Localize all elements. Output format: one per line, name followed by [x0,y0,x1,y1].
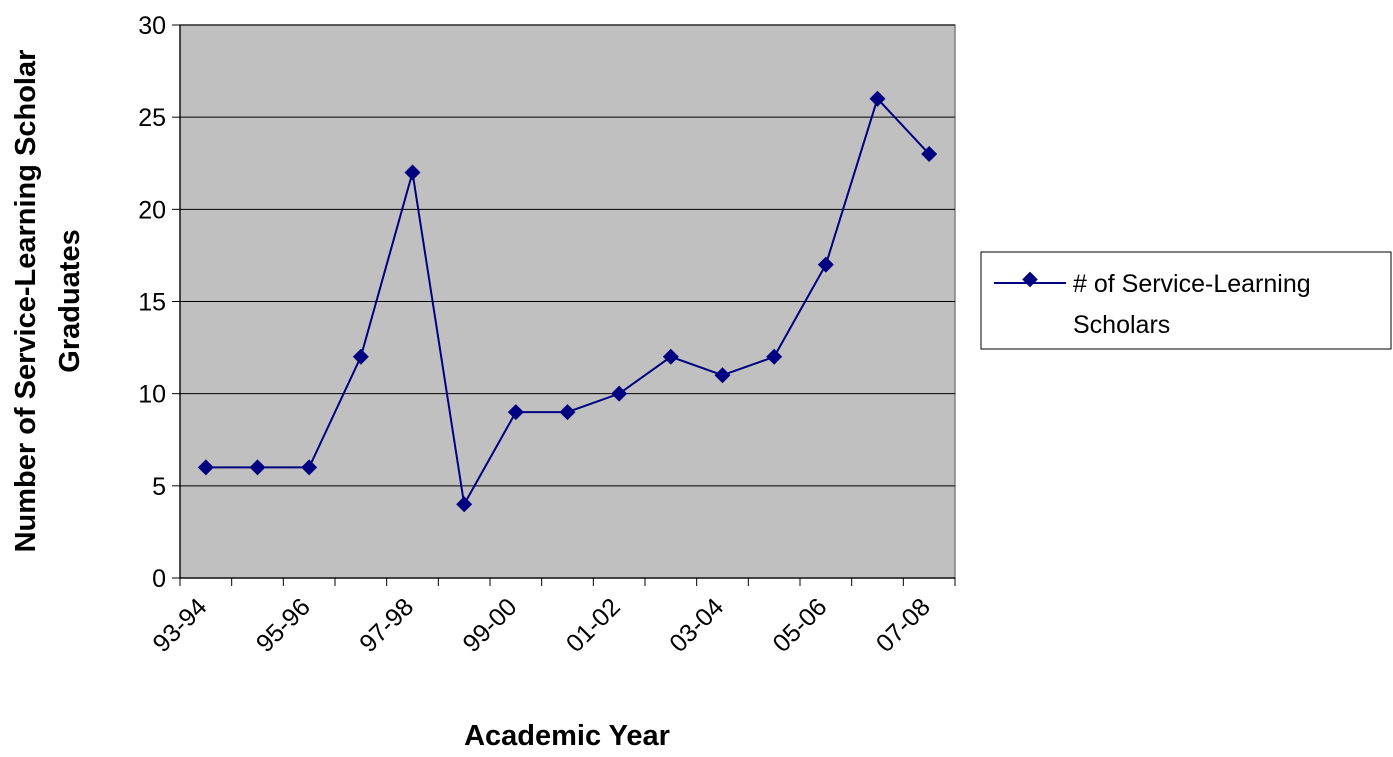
y-tick-label: 10 [138,381,166,409]
legend-label-line-1: # of Service-Learning [1073,270,1311,298]
data-point [301,459,318,476]
x-tick-label: 93-94 [147,593,212,658]
series-layer [197,90,938,513]
x-tick-label: 95-96 [251,593,316,658]
legend-box [980,251,1392,350]
y-axis-title-line-2: Graduates [54,229,86,372]
y-tick-label: 0 [152,565,166,593]
data-point [714,367,731,384]
y-tick-label: 25 [138,104,166,132]
data-point [559,404,576,421]
x-tick-label: 97-98 [354,593,419,658]
data-point [766,348,783,365]
data-point [869,90,886,107]
y-axis-ticks: 0 5 10 15 20 25 30 [138,12,180,593]
data-point [352,348,369,365]
data-point [197,459,214,476]
y-axis-title-line-1: Number of Service-Learning Scholar [10,50,42,553]
y-tick-label: 5 [152,473,166,501]
y-tick-label: 15 [138,289,166,317]
data-point [507,404,524,421]
x-tick-label: 05-06 [767,593,832,658]
data-point [249,459,266,476]
x-axis-ticks: 93-94 95-96 97-98 99-00 01-02 03-04 05-06 07-08 [147,578,956,658]
x-tick-label: 03-04 [664,593,729,658]
x-tick-label: 99-00 [457,593,522,658]
data-point [817,256,834,273]
legend: # of Service-Learning Scholars [980,251,1392,350]
data-point [611,385,628,402]
data-point [456,496,473,513]
x-tick-label: 01-02 [561,593,626,658]
y-tick-label: 20 [138,196,166,224]
legend-label-line-2: Scholars [1073,311,1170,339]
x-tick-label: 07-08 [871,593,936,658]
data-point [404,164,421,181]
data-point [921,146,938,163]
y-tick-label: 30 [138,12,166,40]
x-axis-title: Academic Year [464,720,670,752]
gridlines [180,24,955,487]
legend-marker-swatch [1022,271,1038,288]
data-point [662,348,679,365]
